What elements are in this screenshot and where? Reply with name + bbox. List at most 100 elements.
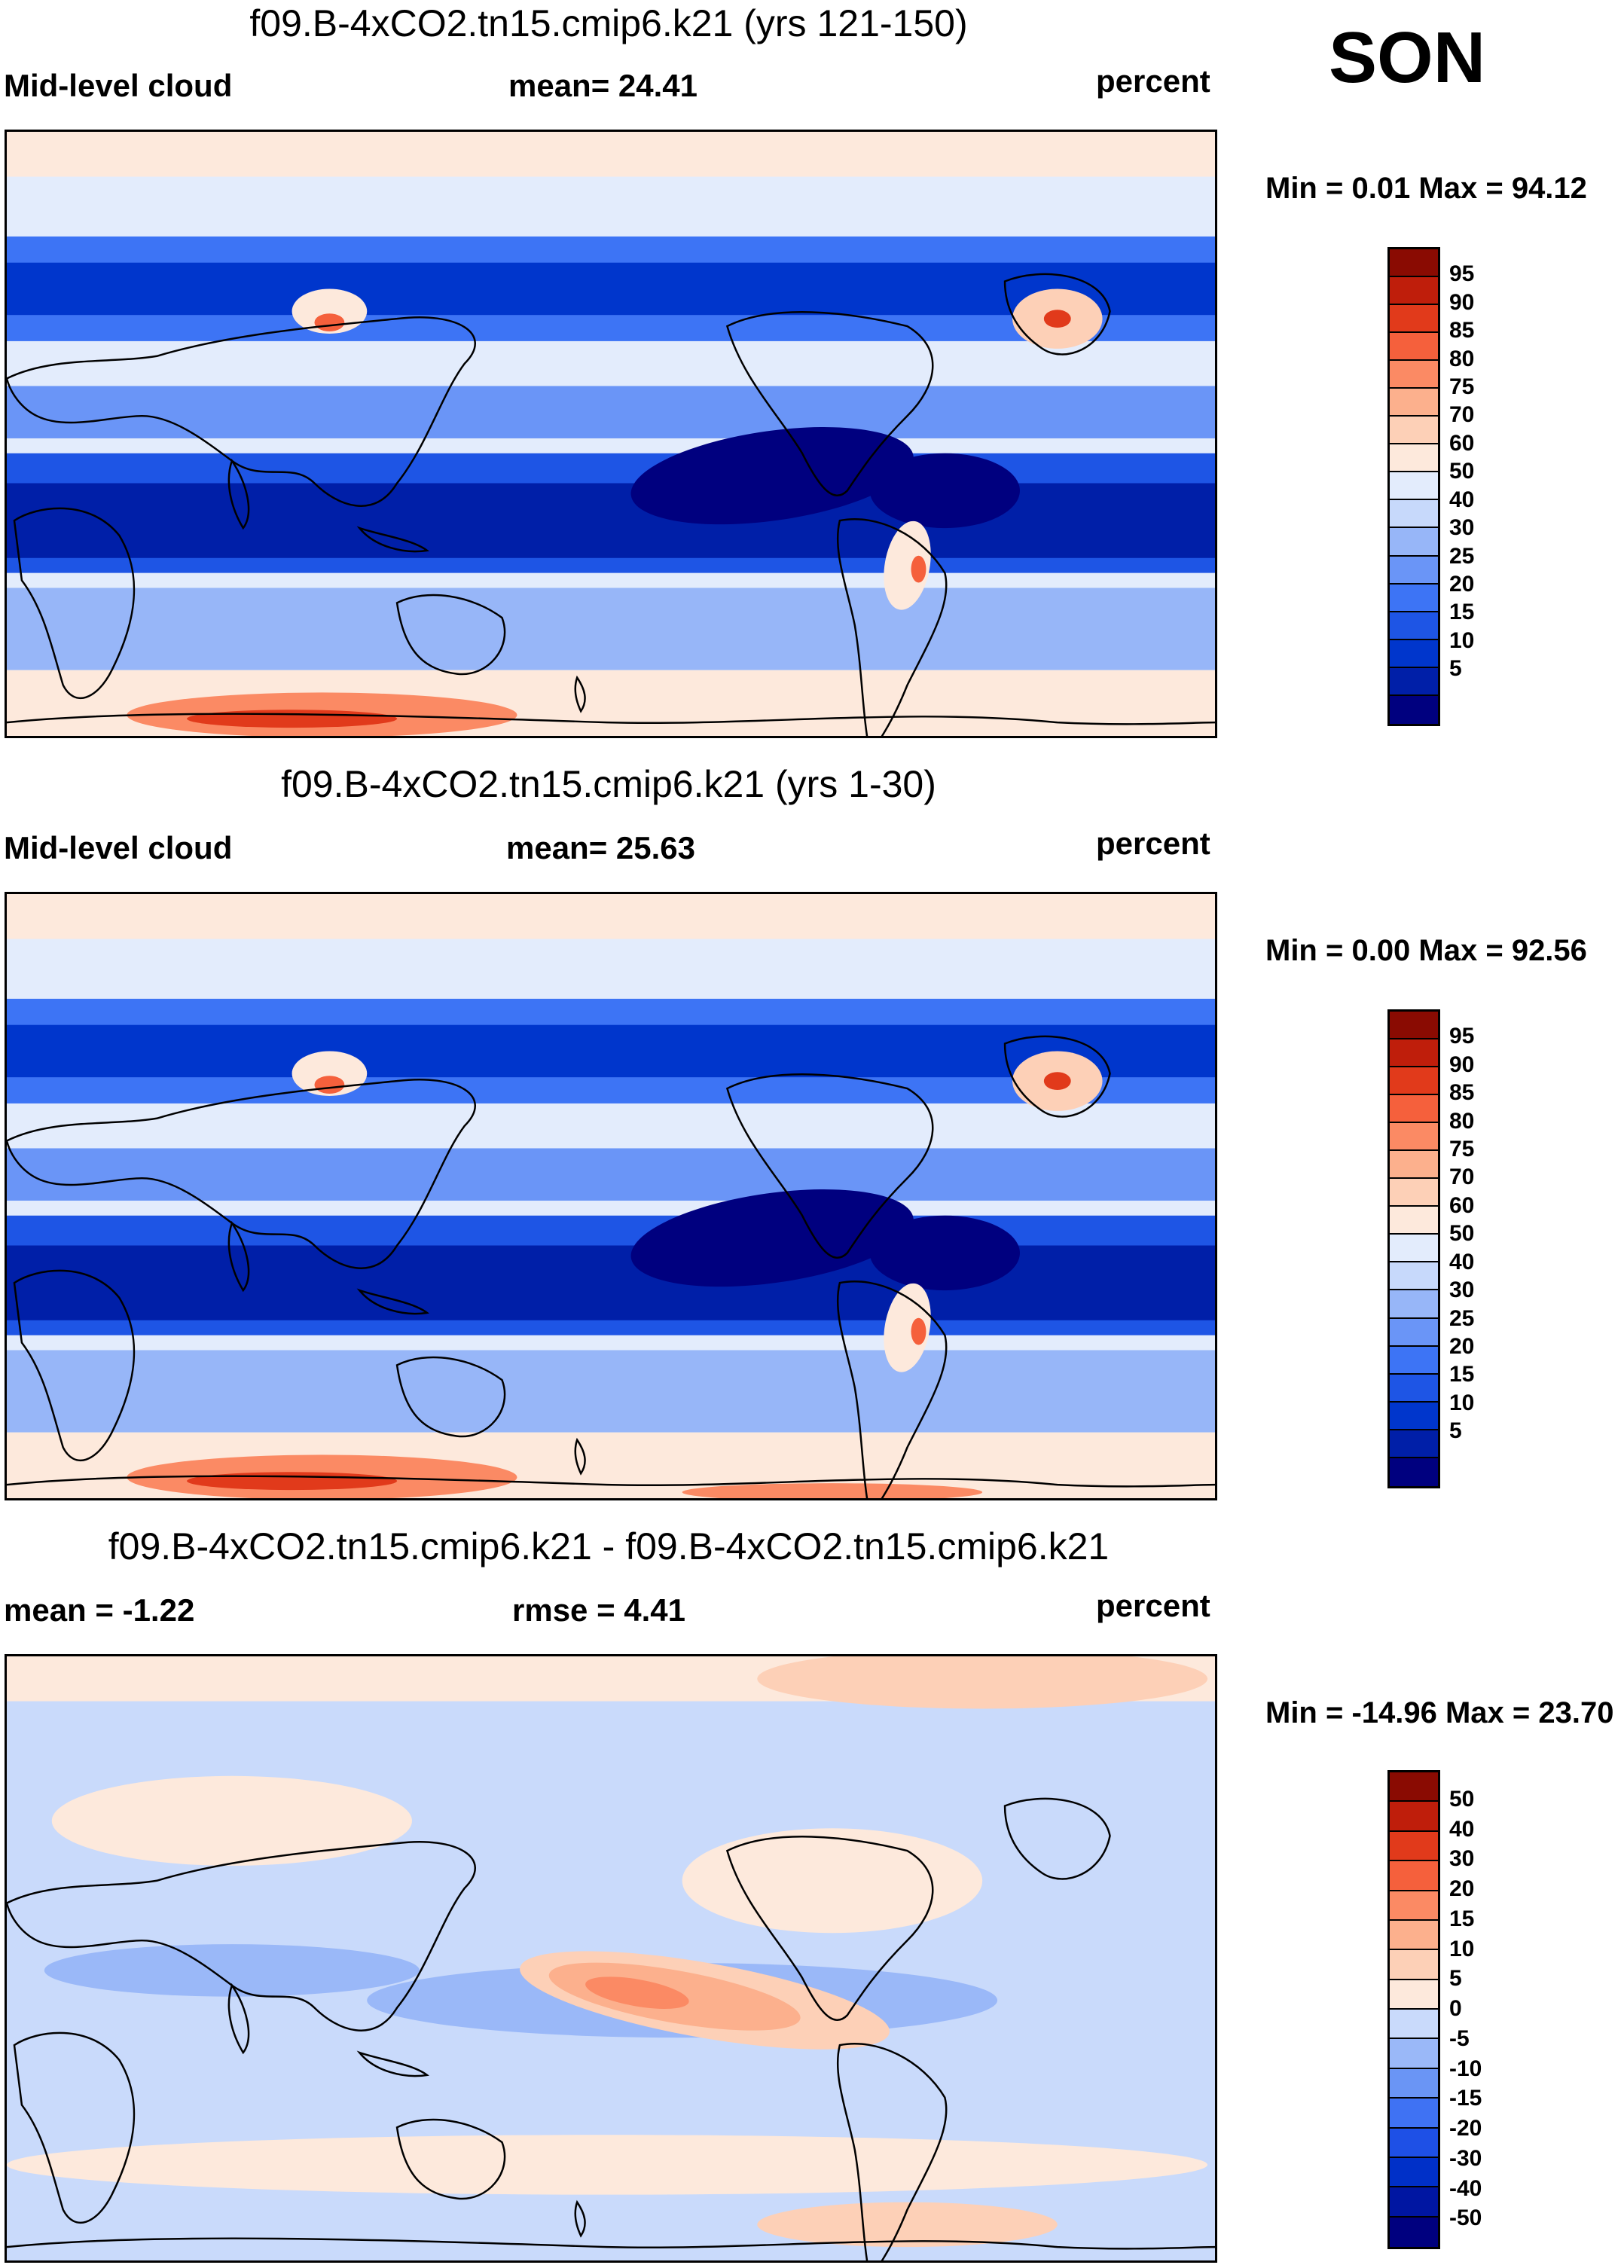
colorbar-swatch	[1390, 249, 1438, 278]
panel-1-map	[5, 130, 1217, 738]
panel-3-mean-label: mean = -1.22	[4, 1592, 195, 1628]
andes-peak-feature	[911, 555, 926, 583]
arctic-positive-feature	[757, 1656, 1207, 1709]
colorbar-swatch	[1390, 277, 1438, 306]
coastline	[13, 507, 136, 699]
panel-2-units-label: percent	[1096, 826, 1210, 861]
colorbar-tick-label: 0	[1449, 1996, 1462, 2021]
colorbar-tick-label: 15	[1449, 1906, 1475, 1931]
panel-3-rmse-label: rmse = 4.41	[512, 1592, 686, 1628]
coastline	[356, 526, 429, 553]
southern-ocean	[7, 1350, 1215, 1433]
colorbar-tick-label: -20	[1449, 2116, 1482, 2141]
colorbar-tick-label: 10	[1449, 1936, 1475, 1961]
tibet-plateau-feature	[292, 1051, 368, 1096]
colorbar-tick-label: -15	[1449, 2086, 1482, 2111]
colorbar-tick-label: 40	[1449, 1816, 1475, 1842]
coastline	[836, 1281, 948, 1498]
colorbar-tick-label: 25	[1449, 1305, 1475, 1331]
colorbar-tick-label: 95	[1449, 261, 1475, 287]
colorbar-tick-label: 85	[1449, 318, 1475, 343]
coastline	[725, 311, 934, 496]
panel-1-units-label: percent	[1096, 63, 1210, 99]
colorbar-swatch	[1390, 2187, 1438, 2218]
colorbar-swatch	[1390, 361, 1438, 389]
northern-storm-track-core	[7, 262, 1215, 316]
colorbar-tick-label: 5	[1449, 1966, 1462, 1992]
southern-ocean	[7, 588, 1215, 670]
colorbar-swatch	[1390, 1290, 1438, 1319]
colorbar-swatch	[1390, 417, 1438, 445]
colorbar-tick-label: 5	[1449, 656, 1462, 682]
colorbar-tick-label: 30	[1449, 1846, 1475, 1872]
colorbar-swatch	[1390, 1430, 1438, 1458]
colorbar-tick-label: 20	[1449, 1876, 1475, 1901]
north-america-positive-feature	[682, 1828, 983, 1934]
panel-3-minmax: Min = -14.96 Max = 23.70	[1265, 1696, 1614, 1729]
southern-subtropics-core	[7, 1245, 1215, 1320]
southern-ocean-positive-band	[7, 2135, 1208, 2195]
colorbar-swatch	[1390, 528, 1438, 557]
colorbar-tick-label: 5	[1449, 1418, 1462, 1444]
colorbar-swatch	[1390, 2068, 1438, 2099]
panel-1-colorbar	[1387, 247, 1440, 726]
indian-ocean-negative-feature	[44, 1944, 420, 1997]
northern-storm-track-core	[7, 1024, 1215, 1078]
colorbar-tick-label: 30	[1449, 515, 1475, 541]
colorbar-swatch	[1390, 667, 1438, 696]
colorbar-swatch	[1390, 1950, 1438, 1980]
colorbar-tick-label: 95	[1449, 1024, 1475, 1049]
colorbar-tick-label: 20	[1449, 1333, 1475, 1359]
colorbar-swatch	[1390, 1831, 1438, 1862]
colorbar-swatch	[1390, 1039, 1438, 1068]
season-label: SON	[1329, 17, 1486, 98]
colorbar-tick-label: 20	[1449, 571, 1475, 597]
coastline	[574, 2199, 586, 2238]
colorbar-tick-label: 70	[1449, 1165, 1475, 1190]
coastline	[227, 458, 250, 530]
colorbar-tick-label: -50	[1449, 2205, 1482, 2231]
colorbar-tick-label: -5	[1449, 2025, 1470, 2051]
coastline	[574, 1437, 586, 1476]
colorbar-tick-label: 10	[1449, 1390, 1475, 1415]
colorbar-swatch	[1390, 695, 1438, 724]
panel-3-map	[5, 1654, 1217, 2263]
coastline	[1003, 273, 1111, 356]
colorbar-tick-label: 50	[1449, 1786, 1475, 1812]
pacific-positive-peak	[585, 1976, 689, 2009]
world-map-contour-icon	[7, 894, 1215, 1498]
panel-2-minmax: Min = 0.00 Max = 92.56	[1265, 934, 1587, 967]
eurasia-positive-feature	[51, 1775, 412, 1866]
colorbar-tick-label: 10	[1449, 627, 1475, 653]
panel-3-units-label: percent	[1096, 1588, 1210, 1623]
tropical-band	[7, 386, 1215, 438]
colorbar-swatch	[1390, 1151, 1438, 1180]
colorbar-swatch	[1390, 2039, 1438, 2069]
colorbar-tick-label: 30	[1449, 1277, 1475, 1303]
colorbar-swatch	[1390, 2128, 1438, 2158]
coastline	[13, 2031, 136, 2224]
coastline	[725, 1836, 934, 2021]
colorbar-tick-label: 80	[1449, 1108, 1475, 1134]
south-atlantic-feature	[869, 1215, 1020, 1291]
antarctic-peak-feature	[187, 710, 398, 728]
colorbar-swatch	[1390, 305, 1438, 334]
panel-2-variable-label: Mid-level cloud	[4, 830, 233, 865]
coastline	[7, 713, 1215, 725]
coastline	[227, 1220, 250, 1293]
coastline	[395, 2118, 506, 2200]
coastline	[356, 2050, 429, 2077]
coastline	[7, 1840, 476, 2031]
colorbar-swatch	[1390, 639, 1438, 668]
panel-1-mean-label: mean= 24.41	[508, 68, 698, 103]
panel-2-map	[5, 892, 1217, 1500]
colorbar-swatch	[1390, 472, 1438, 501]
arctic-band	[7, 894, 1215, 939]
coastline	[356, 1288, 429, 1315]
colorbar-tick-label: 50	[1449, 1221, 1475, 1247]
colorbar-tick-label: 15	[1449, 1362, 1475, 1387]
colorbar-swatch	[1390, 1980, 1438, 2010]
colorbar-swatch	[1390, 584, 1438, 612]
world-map-contour-icon	[7, 132, 1215, 736]
colorbar-tick-label: 80	[1449, 346, 1475, 371]
